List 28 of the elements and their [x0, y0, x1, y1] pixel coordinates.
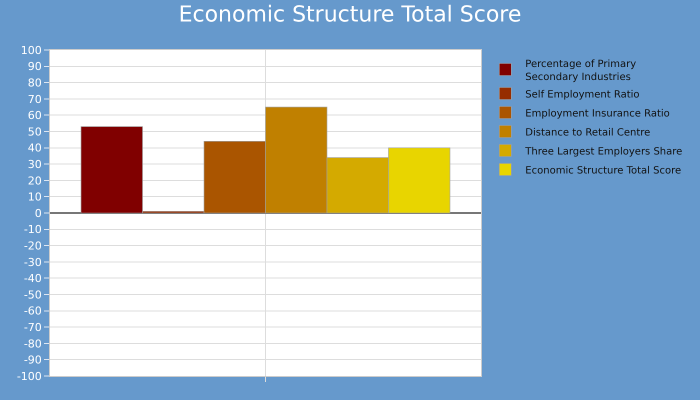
y-tick-label: 100	[20, 44, 42, 57]
y-tick-label: -70	[24, 320, 42, 334]
legend-label: Employment Insurance Ratio	[525, 108, 670, 120]
y-tick-label: -60	[24, 304, 42, 318]
y-tick-label: 70	[28, 92, 42, 106]
y-tick-label: 50	[28, 125, 42, 138]
y-tick-label: -80	[24, 337, 42, 350]
y-tick-label: -10	[24, 223, 42, 236]
y-tick-label: -50	[24, 288, 42, 302]
y-tick-label: -40	[24, 272, 42, 286]
legend-label: Percentage of Primary Secondary Industries	[525, 58, 636, 83]
chart-title: Economic Structure Total Score	[178, 2, 522, 28]
legend-label: Three Largest Employers Share	[524, 146, 682, 158]
y-tick-label: -30	[24, 256, 42, 269]
y-tick-label: 60	[28, 109, 42, 122]
y-tick-label: 10	[28, 190, 42, 204]
y-tick-label: 0	[34, 206, 42, 220]
y-tick-label: -100	[16, 370, 42, 383]
y-tick-label: -90	[24, 354, 42, 367]
y-tick-label: 80	[28, 76, 42, 90]
legend-label: Distance to Retail Centre	[525, 127, 650, 138]
y-tick-label: 20	[28, 174, 42, 188]
y-tick-label: -20	[24, 239, 42, 252]
y-tick-label: 30	[28, 158, 42, 171]
legend-label: Self Employment Ratio	[525, 89, 640, 100]
y-tick-label: 40	[28, 142, 42, 155]
y-tick-label: 90	[28, 60, 42, 74]
legend-label: Economic Structure Total Score	[525, 165, 682, 176]
